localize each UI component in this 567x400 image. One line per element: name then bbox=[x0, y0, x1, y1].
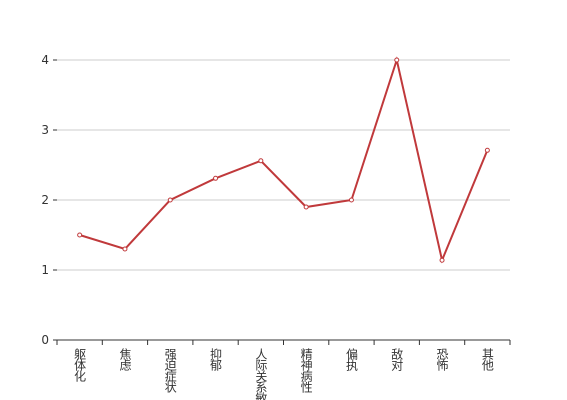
y-tick-label: 2 bbox=[41, 193, 49, 207]
y-tick-label: 0 bbox=[41, 333, 49, 347]
x-tick-label: 精神病性 bbox=[299, 348, 313, 394]
point bbox=[484, 147, 490, 153]
point bbox=[258, 158, 264, 164]
x-tick-label: 偏执 bbox=[344, 347, 358, 372]
x-tick-label: 敌对 bbox=[390, 347, 404, 371]
point bbox=[122, 246, 128, 252]
y-tick-label: 1 bbox=[41, 263, 49, 277]
line bbox=[79, 56, 489, 264]
y-tick-label: 3 bbox=[41, 123, 49, 137]
point bbox=[303, 204, 309, 210]
x-tick-label: 躯体化 bbox=[73, 347, 87, 383]
point bbox=[77, 232, 83, 238]
point bbox=[439, 257, 445, 263]
x-tick-label: 人际关系敏感 bbox=[254, 348, 268, 400]
x-tick-label: 焦虑 bbox=[118, 348, 132, 371]
point bbox=[394, 57, 400, 63]
y-tick-label: 4 bbox=[41, 53, 49, 67]
x-tick-label: 抑郁 bbox=[209, 347, 223, 372]
x-tick-label: 强迫症状 bbox=[163, 348, 177, 393]
x-tick-label: 恐怖 bbox=[435, 348, 449, 371]
point bbox=[213, 175, 219, 181]
x-tick-label: 其他 bbox=[480, 348, 494, 371]
point bbox=[167, 197, 173, 203]
point bbox=[348, 197, 354, 203]
